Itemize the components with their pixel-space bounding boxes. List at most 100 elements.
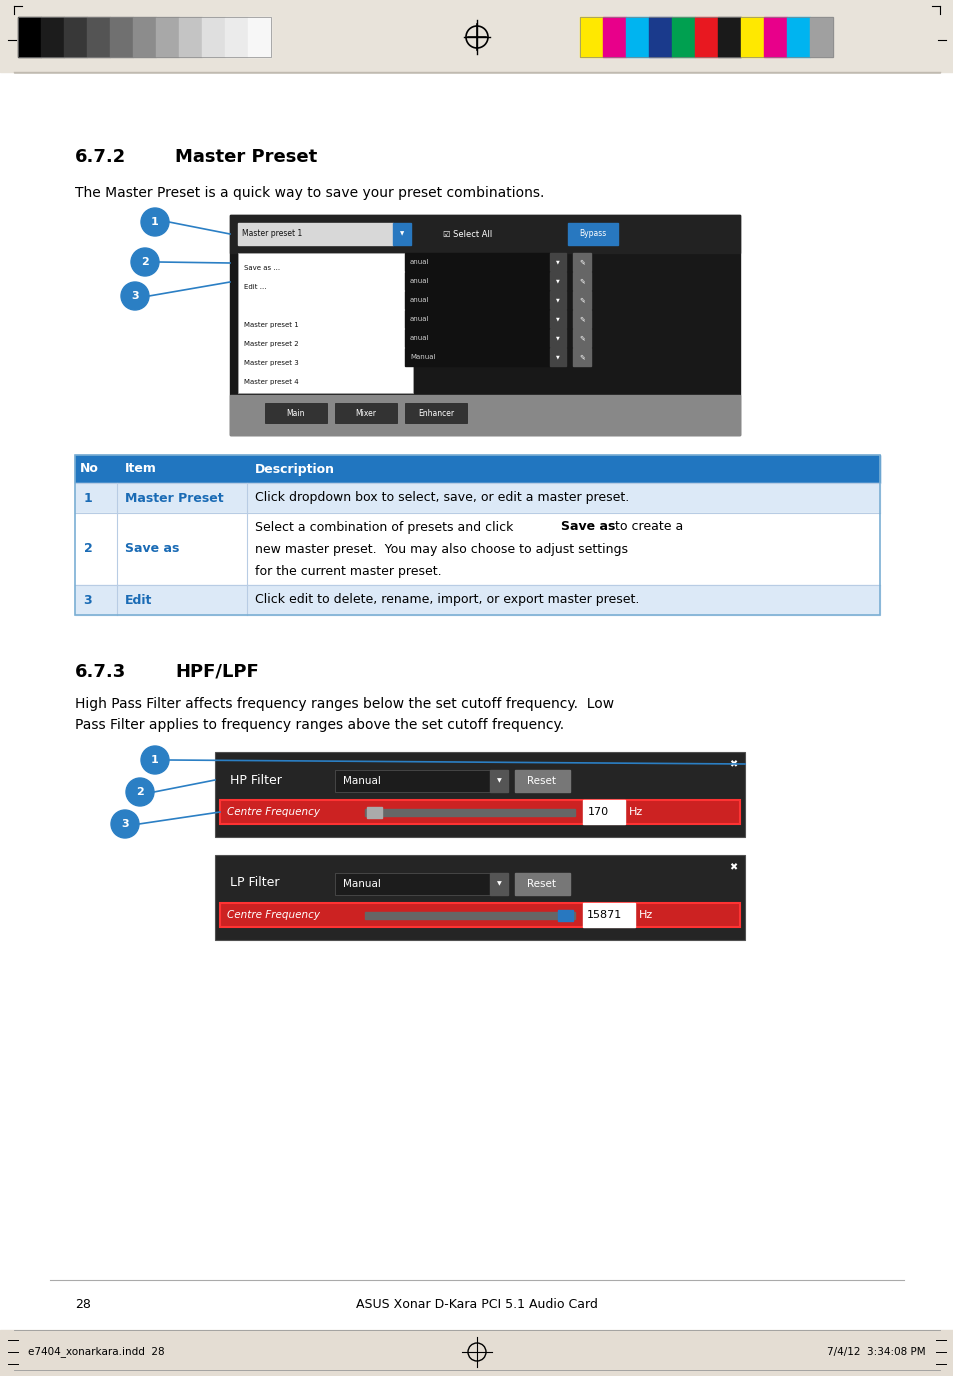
- Bar: [740, 17, 763, 56]
- Text: Description: Description: [254, 462, 335, 476]
- Text: 1: 1: [84, 491, 92, 505]
- Text: Bypass: Bypass: [578, 230, 606, 238]
- Text: 3: 3: [121, 819, 129, 828]
- Bar: [558, 910, 573, 921]
- Bar: [110, 17, 132, 56]
- Text: The Master Preset is a quick way to save your preset combinations.: The Master Preset is a quick way to save…: [75, 186, 544, 200]
- Circle shape: [121, 282, 149, 310]
- Bar: [602, 17, 625, 56]
- Text: for the current master preset.: for the current master preset.: [254, 564, 441, 578]
- Bar: [490, 872, 507, 894]
- Text: 3: 3: [84, 593, 92, 607]
- Bar: [625, 17, 648, 56]
- Bar: [87, 17, 110, 56]
- Text: Item: Item: [125, 462, 156, 476]
- Text: ▼: ▼: [556, 278, 559, 283]
- Text: Save as: Save as: [560, 520, 615, 534]
- Bar: [573, 290, 590, 310]
- Circle shape: [131, 248, 159, 277]
- Bar: [220, 903, 740, 927]
- Bar: [248, 17, 271, 56]
- Bar: [18, 17, 271, 56]
- Circle shape: [141, 746, 169, 773]
- Text: ✎: ✎: [578, 278, 584, 283]
- Text: Centre Frequency: Centre Frequency: [227, 910, 319, 921]
- Text: 1: 1: [151, 217, 159, 227]
- Text: 2: 2: [136, 787, 144, 797]
- Bar: [230, 215, 740, 435]
- Text: Save as ...: Save as ...: [244, 266, 280, 271]
- Text: Centre Frequency: Centre Frequency: [227, 806, 319, 817]
- Text: ▼: ▼: [556, 316, 559, 322]
- Text: ▼: ▼: [399, 231, 404, 237]
- Bar: [0, 0, 953, 72]
- Bar: [786, 17, 809, 56]
- Text: Master preset 4: Master preset 4: [244, 378, 298, 385]
- Bar: [550, 310, 565, 327]
- Bar: [64, 17, 87, 56]
- Text: ✖: ✖: [728, 861, 737, 872]
- Bar: [573, 253, 590, 271]
- Text: ▼: ▼: [556, 336, 559, 340]
- Circle shape: [126, 777, 153, 806]
- Bar: [671, 17, 695, 56]
- Bar: [156, 17, 179, 56]
- Text: 15871: 15871: [586, 910, 621, 921]
- Text: Edit ...: Edit ...: [244, 283, 266, 290]
- Bar: [550, 272, 565, 290]
- Text: 28: 28: [75, 1299, 91, 1311]
- Bar: [573, 310, 590, 327]
- Text: new master preset.  You may also choose to adjust settings: new master preset. You may also choose t…: [254, 542, 627, 556]
- Bar: [550, 253, 565, 271]
- Text: Hz: Hz: [628, 806, 642, 817]
- Text: ✎: ✎: [578, 259, 584, 266]
- Text: Main: Main: [287, 409, 305, 417]
- Bar: [202, 17, 225, 56]
- Text: ☑ Reverb: ☑ Reverb: [240, 365, 273, 372]
- Bar: [214, 753, 744, 837]
- Text: Master preset 2: Master preset 2: [244, 341, 298, 347]
- Bar: [237, 223, 393, 245]
- Bar: [763, 17, 786, 56]
- Bar: [335, 872, 490, 894]
- Text: High Pass Filter affects frequency ranges below the set cutoff frequency.  Low: High Pass Filter affects frequency range…: [75, 698, 614, 711]
- Text: ✎: ✎: [578, 354, 584, 361]
- Text: Reset: Reset: [527, 776, 556, 786]
- Bar: [695, 17, 718, 56]
- Bar: [550, 348, 565, 366]
- Text: Manual: Manual: [343, 776, 380, 786]
- Text: ▼: ▼: [497, 882, 501, 886]
- Bar: [567, 223, 618, 245]
- Bar: [41, 17, 64, 56]
- Text: 6.7.2: 6.7.2: [75, 149, 126, 166]
- Text: Master Preset: Master Preset: [174, 149, 317, 166]
- Bar: [405, 290, 550, 310]
- Text: Master preset 1: Master preset 1: [244, 322, 298, 327]
- Text: e7404_xonarkara.indd  28: e7404_xonarkara.indd 28: [28, 1347, 165, 1358]
- Text: Click edit to delete, rename, import, or export master preset.: Click edit to delete, rename, import, or…: [254, 593, 639, 607]
- Bar: [230, 395, 740, 435]
- Bar: [367, 806, 381, 817]
- Bar: [220, 799, 740, 824]
- Text: ▼: ▼: [556, 355, 559, 359]
- Bar: [718, 17, 740, 56]
- Text: HP Filter: HP Filter: [230, 773, 281, 787]
- Bar: [405, 253, 550, 271]
- Text: LP Filter: LP Filter: [230, 877, 279, 889]
- Bar: [75, 483, 879, 513]
- Bar: [515, 771, 569, 793]
- Bar: [582, 903, 635, 927]
- Bar: [335, 403, 396, 422]
- Bar: [550, 290, 565, 310]
- Circle shape: [111, 810, 139, 838]
- Text: ASUS Xonar D-Kara PCI 5.1 Audio Card: ASUS Xonar D-Kara PCI 5.1 Audio Card: [355, 1299, 598, 1311]
- Bar: [132, 17, 156, 56]
- Text: Edit: Edit: [125, 593, 152, 607]
- Bar: [237, 253, 413, 394]
- Circle shape: [141, 208, 169, 237]
- Text: Mixer: Mixer: [355, 409, 376, 417]
- Bar: [573, 329, 590, 347]
- Text: anual: anual: [410, 259, 429, 266]
- Text: anual: anual: [410, 316, 429, 322]
- Bar: [75, 455, 879, 483]
